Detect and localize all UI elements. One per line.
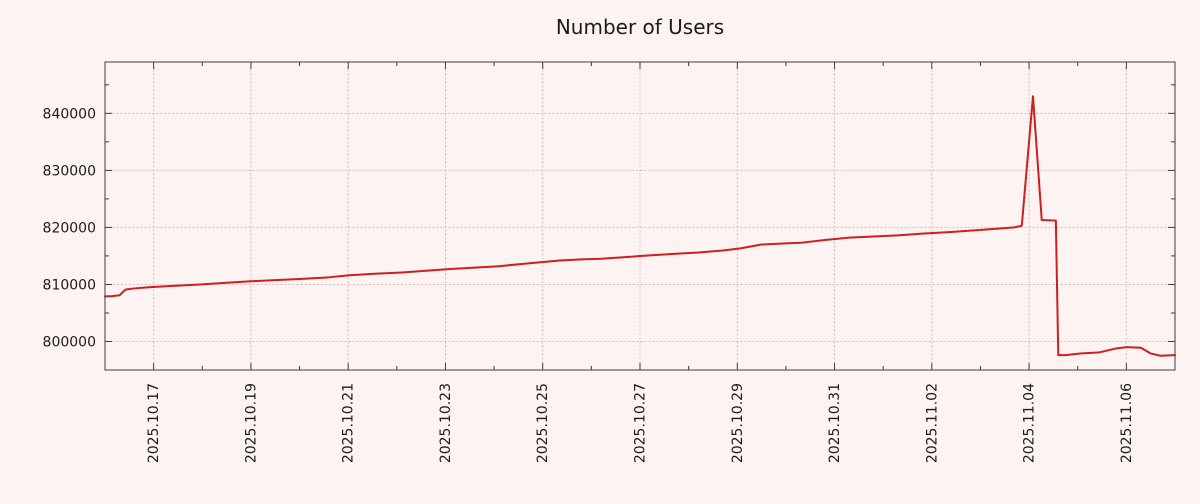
- chart-title: Number of Users: [556, 15, 724, 39]
- y-tick-label: 830000: [43, 163, 96, 179]
- x-tick-label: 2025.10.27: [633, 383, 649, 463]
- x-tick-label: 2025.10.19: [243, 383, 259, 463]
- y-tick-label: 820000: [43, 220, 96, 236]
- x-tick-label: 2025.10.25: [535, 383, 551, 463]
- plot-area: 2025.10.17 2025.10.19 2025.10.21 2025.10.23…: [43, 61, 1176, 463]
- users-series-line: [104, 95, 1176, 357]
- y-tick-label: 840000: [43, 106, 96, 122]
- plot-border: [104, 61, 1176, 371]
- x-tick-label: 2025.10.17: [146, 383, 162, 463]
- y-tick-label: 800000: [43, 334, 96, 350]
- x-tick-label: 2025.10.21: [341, 383, 357, 463]
- x-tick-label: 2025.10.23: [438, 383, 454, 463]
- y-tick-label: 810000: [43, 277, 96, 293]
- x-tick-label: 2025.11.06: [1119, 383, 1135, 463]
- x-tick-label: 2025.11.02: [924, 383, 940, 463]
- x-tick-label: 2025.11.04: [1022, 383, 1038, 463]
- x-tick-label: 2025.10.29: [730, 383, 746, 463]
- x-tick-label: 2025.10.31: [827, 383, 843, 463]
